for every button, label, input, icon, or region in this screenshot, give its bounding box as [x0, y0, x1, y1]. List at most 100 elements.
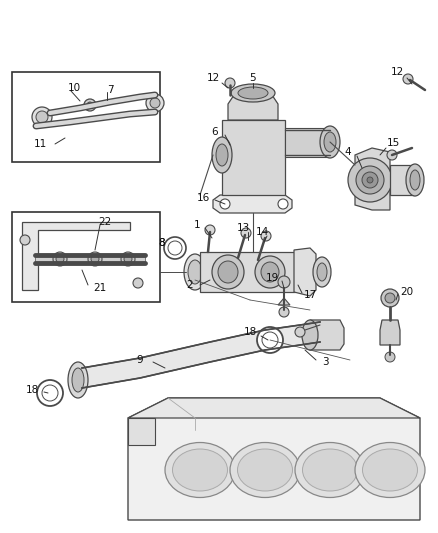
Circle shape [88, 252, 102, 266]
Text: 4: 4 [345, 147, 351, 157]
Ellipse shape [218, 261, 238, 283]
Polygon shape [128, 398, 420, 418]
Polygon shape [380, 320, 400, 345]
Polygon shape [128, 398, 420, 520]
Circle shape [385, 293, 395, 303]
Polygon shape [300, 322, 320, 345]
Ellipse shape [355, 442, 425, 497]
Circle shape [164, 237, 186, 259]
Polygon shape [228, 95, 278, 120]
Polygon shape [210, 330, 265, 362]
Text: 18: 18 [25, 385, 39, 395]
Ellipse shape [317, 263, 327, 281]
Circle shape [168, 241, 182, 255]
Ellipse shape [173, 449, 227, 491]
Polygon shape [200, 252, 295, 292]
Text: 8: 8 [159, 238, 165, 248]
Circle shape [367, 177, 373, 183]
Circle shape [37, 380, 63, 406]
Ellipse shape [255, 256, 285, 288]
Text: 5: 5 [250, 73, 256, 83]
Text: 12: 12 [206, 73, 219, 83]
Text: 8: 8 [159, 238, 165, 248]
Text: 17: 17 [304, 290, 317, 300]
Ellipse shape [188, 260, 202, 284]
Text: 1: 1 [194, 220, 200, 230]
Polygon shape [82, 358, 140, 388]
Ellipse shape [295, 442, 365, 497]
Circle shape [53, 252, 67, 266]
Ellipse shape [320, 126, 340, 158]
Text: 10: 10 [67, 83, 81, 93]
Bar [12, 72, 160, 162]
Polygon shape [128, 418, 155, 445]
Ellipse shape [212, 255, 244, 289]
Text: 19: 19 [265, 273, 279, 283]
Text: 16: 16 [196, 193, 210, 203]
Circle shape [42, 385, 58, 401]
Text: 12: 12 [390, 67, 404, 77]
Circle shape [257, 327, 283, 353]
Circle shape [356, 166, 384, 194]
Circle shape [262, 332, 278, 348]
Text: 20: 20 [400, 287, 413, 297]
Ellipse shape [313, 257, 331, 287]
Ellipse shape [231, 84, 275, 102]
Ellipse shape [184, 254, 206, 290]
Circle shape [20, 235, 30, 245]
Polygon shape [294, 248, 316, 296]
Text: 7: 7 [107, 85, 113, 95]
Circle shape [387, 150, 397, 160]
Ellipse shape [216, 144, 228, 166]
Circle shape [146, 94, 164, 112]
Ellipse shape [68, 362, 88, 398]
Circle shape [87, 102, 93, 108]
Text: 2: 2 [187, 280, 193, 290]
Bar [12, 212, 160, 302]
Polygon shape [213, 195, 292, 213]
Polygon shape [22, 222, 130, 290]
Ellipse shape [363, 449, 417, 491]
Circle shape [279, 307, 289, 317]
Ellipse shape [302, 320, 318, 350]
Ellipse shape [410, 170, 420, 190]
Text: 6: 6 [212, 127, 218, 137]
Circle shape [133, 278, 143, 288]
Circle shape [225, 78, 235, 88]
Circle shape [261, 231, 271, 241]
Text: 15: 15 [386, 138, 399, 148]
Circle shape [84, 99, 96, 111]
Circle shape [362, 172, 378, 188]
Text: 11: 11 [33, 139, 46, 149]
Circle shape [32, 107, 52, 127]
Circle shape [348, 158, 392, 202]
Ellipse shape [212, 137, 232, 173]
Text: 9: 9 [137, 355, 143, 365]
Circle shape [150, 98, 160, 108]
Polygon shape [355, 148, 390, 210]
Polygon shape [35, 255, 145, 263]
Circle shape [278, 199, 288, 209]
Circle shape [36, 111, 48, 123]
Ellipse shape [165, 442, 235, 497]
Circle shape [278, 276, 290, 288]
Text: 14: 14 [255, 227, 268, 237]
Circle shape [56, 255, 64, 263]
Polygon shape [278, 284, 290, 305]
Text: 22: 22 [99, 217, 112, 227]
Polygon shape [285, 128, 330, 157]
Text: 3: 3 [321, 357, 328, 367]
Circle shape [121, 252, 135, 266]
Polygon shape [140, 342, 210, 378]
Text: 21: 21 [93, 283, 106, 293]
Polygon shape [390, 165, 415, 195]
Ellipse shape [72, 368, 84, 392]
Ellipse shape [230, 442, 300, 497]
Ellipse shape [406, 164, 424, 196]
Circle shape [381, 289, 399, 307]
Ellipse shape [238, 87, 268, 99]
Ellipse shape [303, 449, 357, 491]
Circle shape [205, 225, 215, 235]
Polygon shape [222, 120, 285, 195]
Circle shape [241, 228, 251, 238]
